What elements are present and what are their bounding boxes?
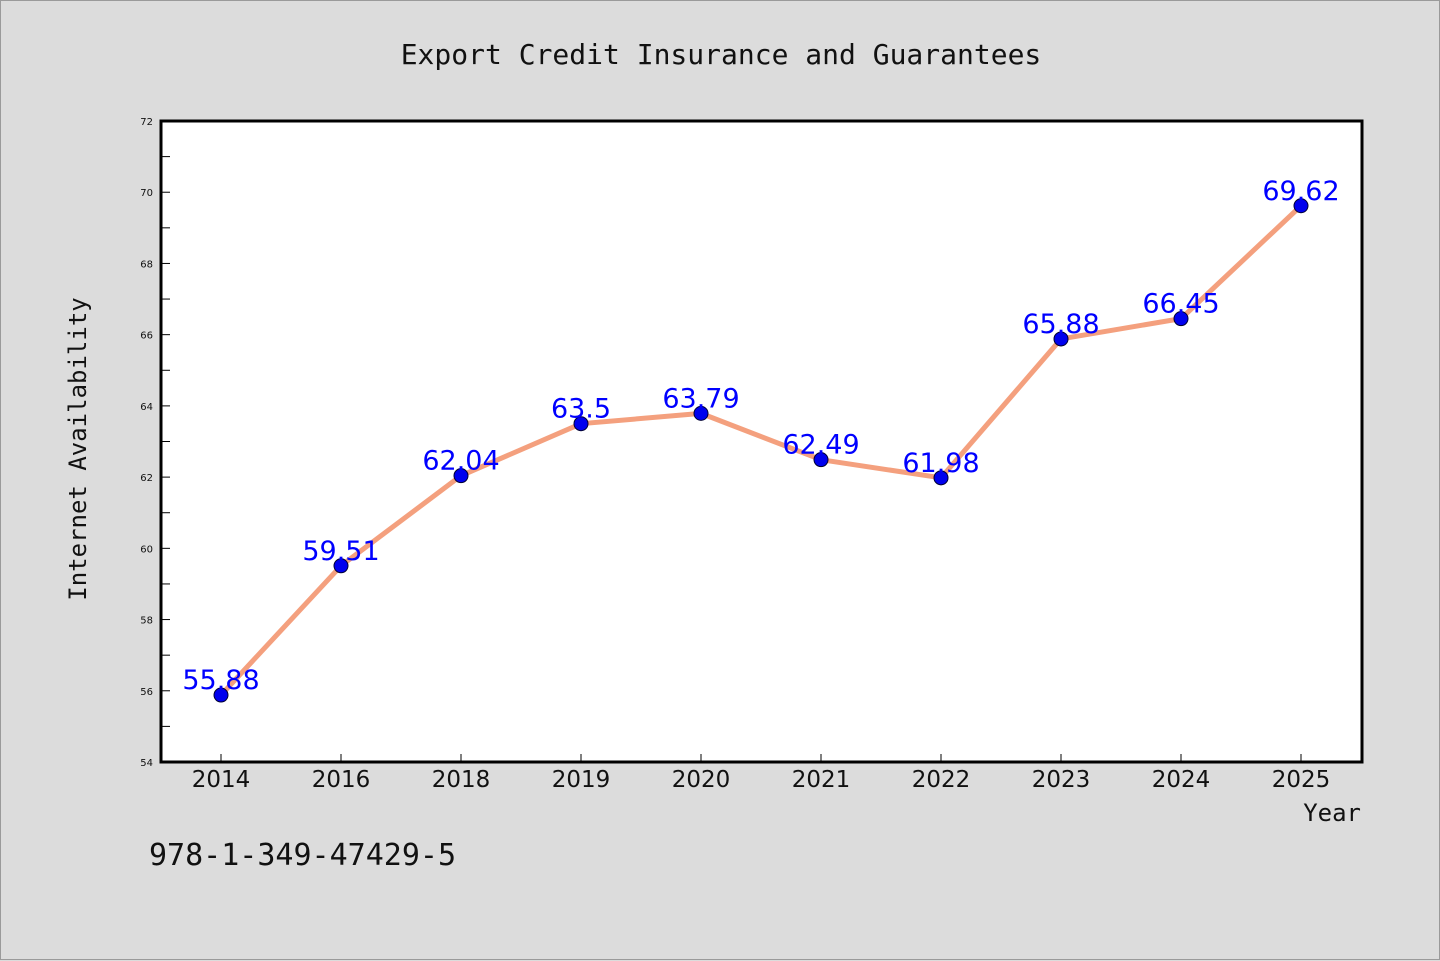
data-label: 69.62 bbox=[1262, 176, 1339, 207]
data-label: 61.98 bbox=[902, 448, 979, 479]
x-tick-label: 2022 bbox=[912, 767, 971, 793]
y-tick-label: 54 bbox=[140, 758, 153, 769]
data-point bbox=[693, 405, 709, 421]
x-tick-label: 2025 bbox=[1272, 767, 1331, 793]
data-label: 55.88 bbox=[182, 665, 259, 696]
data-label: 62.49 bbox=[782, 430, 859, 461]
y-tick-label: 62 bbox=[140, 473, 153, 484]
data-point bbox=[813, 452, 829, 468]
x-tick-label: 2014 bbox=[192, 767, 251, 793]
data-label: 63.79 bbox=[662, 383, 739, 414]
data-label: 63.5 bbox=[551, 394, 611, 425]
y-tick-label: 56 bbox=[140, 687, 153, 698]
data-label: 65.88 bbox=[1022, 309, 1099, 340]
x-axis: 2014 2016 2018 2019 2020 2021 2022 2023 2024 2025 bbox=[192, 754, 1331, 793]
data-label: 62.04 bbox=[422, 446, 499, 477]
data-point bbox=[213, 687, 229, 703]
plot-area bbox=[159, 119, 1364, 764]
data-labels: 55.88 59.51 62.04 63.5 63.79 62.49 61.98 65.88 6… bbox=[182, 176, 1339, 696]
y-axis: 54 56 58 60 62 64 66 68 70 72 bbox=[140, 117, 170, 769]
data-label: 59.51 bbox=[302, 536, 379, 567]
x-tick-label: 2020 bbox=[672, 767, 731, 793]
y-tick-label: 70 bbox=[140, 188, 153, 199]
y-axis-label: Internet Availability bbox=[64, 297, 92, 600]
data-point bbox=[1173, 311, 1189, 327]
data-point bbox=[453, 468, 469, 484]
footer-code: 978-1-349-47429-5 bbox=[149, 838, 456, 873]
y-tick-label: 64 bbox=[140, 402, 153, 413]
x-tick-label: 2018 bbox=[432, 767, 491, 793]
x-tick-label: 2016 bbox=[312, 767, 371, 793]
x-tick-label: 2024 bbox=[1152, 767, 1211, 793]
data-point bbox=[333, 558, 349, 574]
y-tick-label: 60 bbox=[140, 544, 153, 555]
x-tick-label: 2019 bbox=[552, 767, 611, 793]
data-point bbox=[1293, 198, 1309, 214]
data-point bbox=[573, 416, 589, 432]
x-axis-label: Year bbox=[1303, 799, 1361, 827]
data-point bbox=[1053, 331, 1069, 347]
y-tick-label: 58 bbox=[140, 616, 153, 627]
x-tick-label: 2023 bbox=[1032, 767, 1091, 793]
chart-title: Export Credit Insurance and Guarantees bbox=[401, 38, 1042, 71]
series-line-group bbox=[218, 203, 1304, 698]
x-tick-label: 2021 bbox=[792, 767, 851, 793]
series-line bbox=[218, 203, 1304, 698]
data-label: 66.45 bbox=[1142, 289, 1219, 320]
series-markers bbox=[213, 198, 1309, 703]
y-tick-label: 68 bbox=[140, 259, 153, 270]
data-point bbox=[933, 470, 949, 486]
y-tick-label: 66 bbox=[140, 331, 153, 342]
y-tick-label: 72 bbox=[140, 117, 153, 128]
